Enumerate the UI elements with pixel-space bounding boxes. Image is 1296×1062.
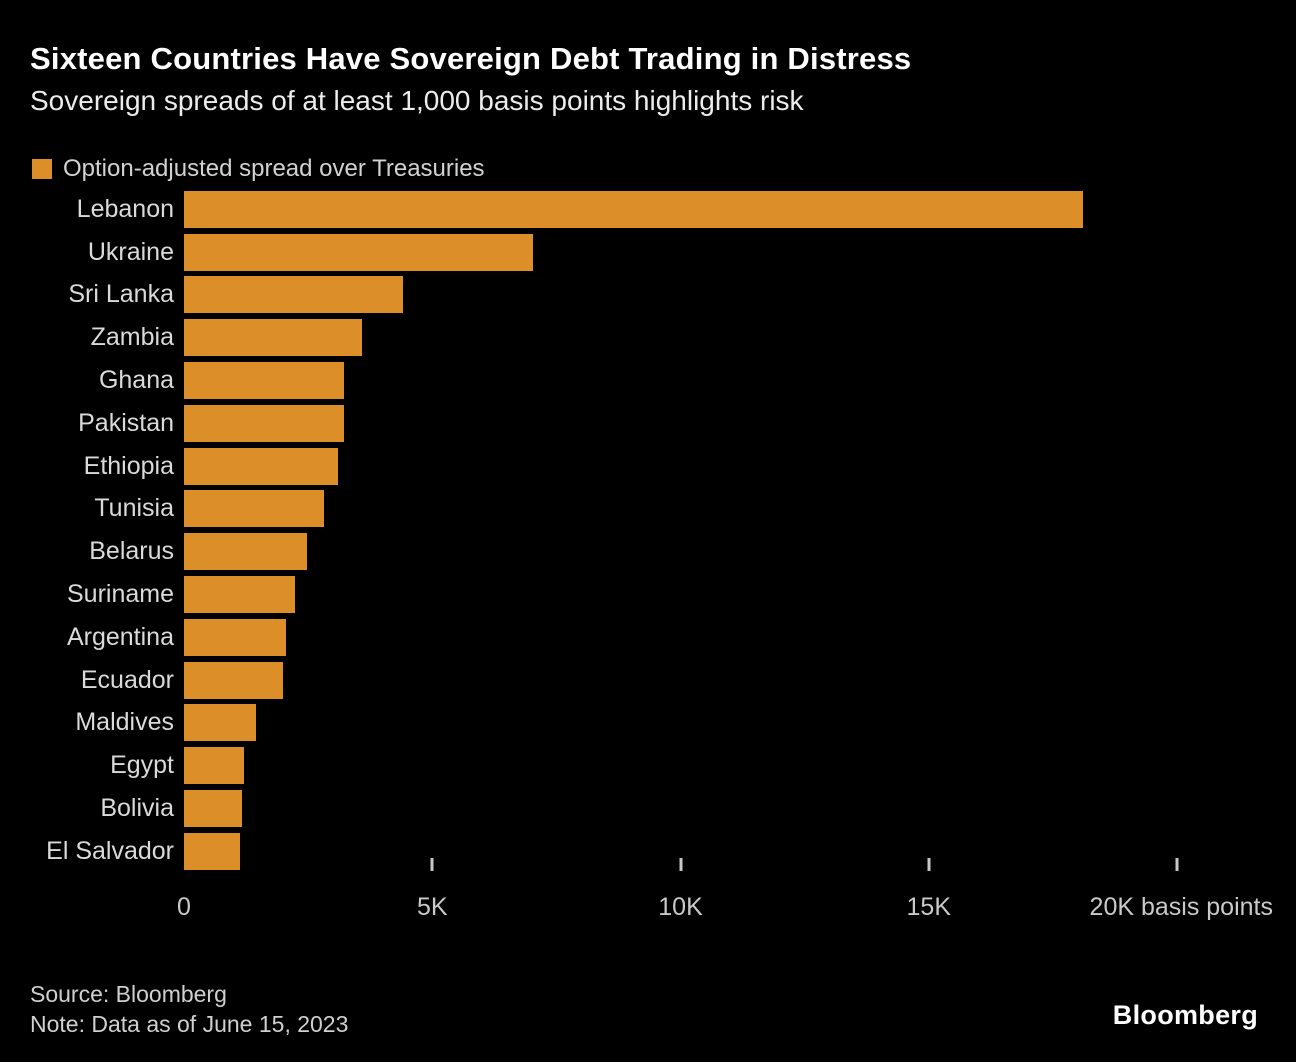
bar-row: Belarus [0,530,1296,573]
bar-track [184,404,1177,442]
tick-label: 10K [658,893,703,921]
country-label: Sri Lanka [68,280,174,309]
bar [184,190,1083,228]
bar-row: Sri Lanka [0,274,1296,317]
chart-subtitle: Sovereign spreads of at least 1,000 basi… [30,85,804,116]
tick-label: 0 [177,893,191,921]
legend-swatch-icon [32,159,52,179]
bar [184,747,245,785]
chart-title: Sixteen Countries Have Sovereign Debt Tr… [30,41,912,76]
country-label: Suriname [67,580,174,609]
bar [184,618,286,656]
bar-track [184,190,1177,228]
tick-mark [927,858,931,871]
legend: Option-adjusted spread over Treasuries [32,155,485,183]
bar-track [184,319,1177,357]
bar-track [184,276,1177,314]
bar-track [184,704,1177,742]
x-axis-ticks [184,858,1179,871]
country-label: Lebanon [76,194,174,223]
bar [184,404,344,442]
country-label: Zambia [90,323,174,352]
bar [184,576,296,614]
bar [184,319,362,357]
bar-track [184,747,1177,785]
bar-track [184,490,1177,528]
bar-track [184,618,1177,656]
bar-row: Maldives [0,702,1296,745]
bar-track [184,447,1177,485]
bar-row: Suriname [0,573,1296,616]
bar-row: Lebanon [0,188,1296,231]
bar [184,790,243,828]
bar-row: El Salvador [0,830,1296,873]
bar-track [184,533,1177,571]
tick-label: 5K [416,893,448,921]
bar [184,704,256,742]
bar-row: Ethiopia [0,445,1296,488]
tick-mark [430,858,434,871]
bar [184,490,324,528]
tick-mark [1175,858,1179,871]
bar-row: Ecuador [0,659,1296,702]
x-axis-unit-label: 20K basis points [1089,893,1273,921]
bar-row: Tunisia [0,488,1296,531]
country-label: Pakistan [78,408,174,437]
bar-track [184,832,1177,870]
bar [184,661,284,699]
bar-track [184,661,1177,699]
country-label: Ethiopia [83,451,174,480]
tick-mark [679,858,682,871]
country-label: Tunisia [94,494,174,523]
bar-track [184,576,1177,614]
bar-row: Ghana [0,359,1296,402]
legend-label: Option-adjusted spread over Treasuries [63,155,485,182]
bar-row: Zambia [0,316,1296,359]
country-label: Egypt [110,751,174,780]
bar-track [184,790,1177,828]
bar-row: Egypt [0,744,1296,787]
x-axis-tick-labels: 0 5K 10K 15K [177,893,1177,925]
bar-track [184,233,1177,271]
bar-row: Ukraine [0,231,1296,274]
source-text: Source: Bloomberg [30,981,227,1007]
bar-row: Bolivia [0,787,1296,830]
bar-row: Argentina [0,616,1296,659]
bar [184,533,308,571]
country-label: Ghana [98,366,174,395]
tick-label: 15K [906,893,951,921]
bar [184,832,241,870]
country-label: Ecuador [80,665,174,694]
bar [184,447,338,485]
note-text: Note: Data as of June 15, 2023 [30,1011,349,1037]
bar-track [184,362,1177,400]
country-label: Argentina [66,622,174,651]
bloomberg-logo: Bloomberg [1112,1000,1258,1030]
bar [184,362,344,400]
bar-row: Pakistan [0,402,1296,445]
country-label: Ukraine [87,237,174,266]
country-label: El Salvador [46,836,174,865]
bar [184,233,534,271]
country-label: Belarus [89,537,174,566]
country-label: Bolivia [100,794,174,823]
country-label: Maldives [75,708,174,737]
bar [184,276,403,314]
bar-rows: Lebanon Ukraine Sri Lanka Zambia Ghana P… [0,188,1296,873]
